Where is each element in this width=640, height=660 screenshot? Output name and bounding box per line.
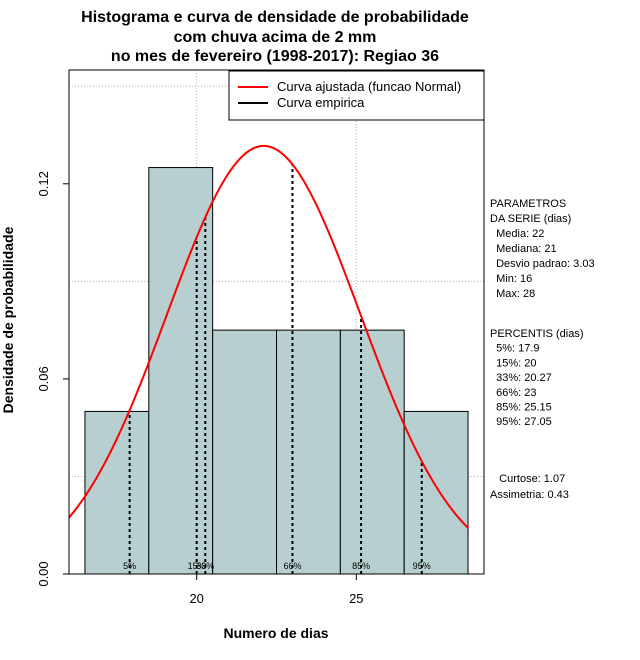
percentis-line-6: 95%: 27.05 [490, 416, 552, 428]
axes: 20 25 0.00 0.06 0.12 [36, 171, 364, 606]
percentile-lines: 5% 15%33% 66% 85% 95% [123, 164, 431, 574]
parametros-line-5: Min: 16 [490, 273, 532, 285]
histogram-bar-2 [212, 329, 277, 575]
parametros-line-6: Max: 28 [490, 288, 535, 300]
percentis-line-0: PERCENTIS (dias) [490, 328, 584, 340]
chart-title-line-1: Histograma e curva de densidade de proba… [81, 9, 469, 26]
side-statistics-panel: PARAMETROS DA SERIE (dias) Media: 22 Medi… [490, 198, 595, 501]
stats-line-0: Curtose: 1.07 [490, 473, 565, 485]
x-axis-title: Numero de dias [223, 625, 328, 641]
parametros-line-4: Desvio padrao: 3.03 [490, 258, 595, 270]
histogram-bar-0 [84, 410, 150, 575]
percentis-line-3: 33%: 20.27 [490, 372, 552, 384]
histogram-bar-4 [339, 329, 405, 575]
legend-box [228, 70, 485, 121]
percentile-label-0: 5% [123, 561, 136, 571]
histogram-bars [84, 167, 469, 575]
y-tick-label-0: 0.00 [36, 561, 51, 586]
parametros-line-2: Media: 22 [490, 228, 544, 240]
parametros-line-0: PARAMETROS [490, 198, 566, 210]
percentis-line-1: 5%: 17.9 [490, 343, 540, 355]
chart-title-line-3: no mes de fevereiro (1998-2017): Regiao … [111, 48, 439, 65]
y-tick-label-1: 0.06 [36, 366, 51, 391]
legend-label-fitted: Curva ajustada (funcao Normal) [277, 79, 461, 94]
percentile-label-4: 85% [352, 561, 370, 571]
y-tick-label-2: 0.12 [36, 171, 51, 196]
histogram-bar-1 [148, 167, 214, 575]
percentis-line-5: 85%: 25.15 [490, 402, 552, 414]
parametros-line-1: DA SERIE (dias) [490, 213, 571, 225]
y-axis-title: Densidade de probabilidade [0, 226, 16, 413]
percentis-line-4: 66%: 23 [490, 387, 536, 399]
normal-curve-layer [68, 144, 469, 529]
histogram-bar-3 [276, 329, 341, 575]
x-tick-label-1: 25 [349, 591, 363, 606]
plot-frame [68, 69, 485, 575]
normal-curve [68, 144, 469, 529]
percentile-label-3: 66% [283, 561, 301, 571]
x-tick-label-0: 20 [189, 591, 203, 606]
percentile-label-2: 33% [196, 561, 214, 571]
percentis-line-2: 15%: 20 [490, 357, 536, 369]
histogram-bar-5 [403, 410, 469, 575]
percentile-label-1: 15% [188, 561, 206, 571]
parametros-line-3: Mediana: 21 [490, 243, 557, 255]
legend: Curva ajustada (funcao Normal) Curva emp… [228, 70, 485, 121]
percentile-label-5: 95% [413, 561, 431, 571]
stats-line-1: Assimetria: 0.43 [490, 489, 569, 501]
legend-label-empirical: Curva empirica [277, 95, 365, 110]
chart-title: Histograma e curva de densidade de proba… [81, 9, 469, 65]
chart-title-line-2: com chuva acima de 2 mm [174, 29, 377, 46]
